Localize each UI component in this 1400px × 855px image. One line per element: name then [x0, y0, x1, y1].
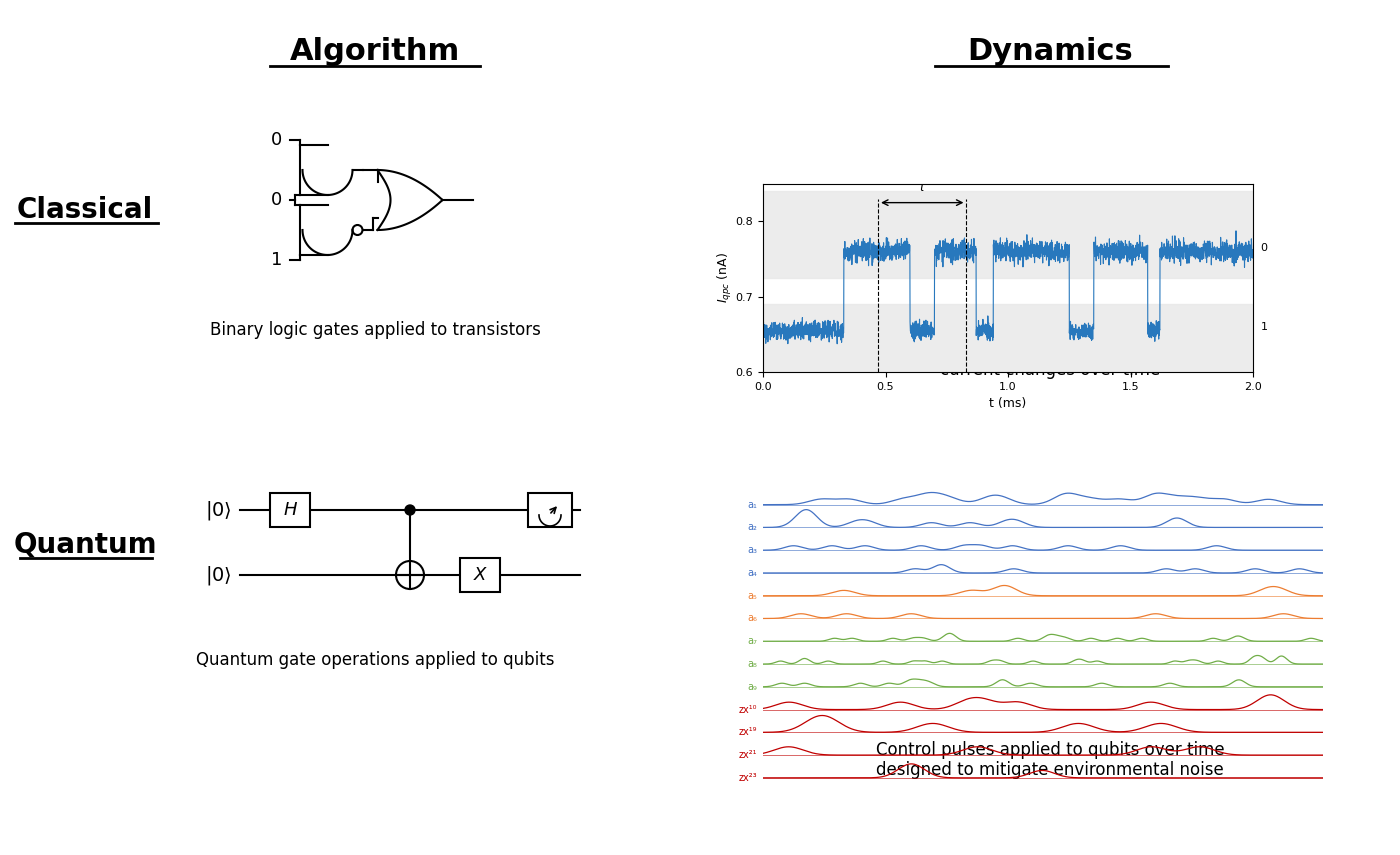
Text: Classical: Classical — [17, 196, 153, 224]
FancyBboxPatch shape — [270, 493, 309, 527]
Text: zx²³: zx²³ — [739, 773, 757, 783]
Text: a₆: a₆ — [748, 614, 757, 623]
Text: Control pulses applied to qubits over time
designed to mitigate environmental no: Control pulses applied to qubits over ti… — [875, 740, 1225, 780]
Text: a₉: a₉ — [748, 681, 757, 692]
Text: 1: 1 — [1260, 321, 1267, 332]
Text: 0: 0 — [270, 131, 281, 149]
Text: $\tau$: $\tau$ — [917, 180, 927, 193]
Bar — [763, 192, 1253, 278]
Text: a₁: a₁ — [748, 499, 757, 510]
Bar — [763, 304, 1253, 372]
Text: Dynamics: Dynamics — [967, 38, 1133, 67]
Text: 1: 1 — [270, 251, 281, 269]
Text: zx¹⁹: zx¹⁹ — [739, 728, 757, 737]
Text: a₂: a₂ — [748, 522, 757, 533]
Text: a₅: a₅ — [748, 591, 757, 601]
Text: zx¹⁰: zx¹⁰ — [739, 705, 757, 715]
Text: Quantum gate operations applied to qubits: Quantum gate operations applied to qubit… — [196, 651, 554, 669]
Text: a₃: a₃ — [748, 545, 757, 555]
Text: a₇: a₇ — [748, 636, 757, 646]
Text: Algorithm: Algorithm — [290, 38, 461, 67]
Text: H: H — [283, 501, 297, 519]
Circle shape — [405, 505, 414, 515]
Text: a₄: a₄ — [748, 568, 757, 578]
Text: 0: 0 — [1260, 243, 1267, 253]
Text: a₈: a₈ — [748, 659, 757, 669]
Text: X: X — [473, 566, 486, 584]
Text: $|0\rangle$: $|0\rangle$ — [206, 563, 232, 587]
X-axis label: t (ms): t (ms) — [990, 398, 1026, 410]
FancyBboxPatch shape — [528, 493, 573, 527]
Y-axis label: $I_{qpc}$ (nA): $I_{qpc}$ (nA) — [717, 252, 734, 304]
Text: Binary logic gates applied to transistors: Binary logic gates applied to transistor… — [210, 321, 540, 339]
Text: 0: 0 — [270, 191, 281, 209]
FancyBboxPatch shape — [461, 558, 500, 592]
Text: Quantum: Quantum — [13, 531, 157, 559]
Text: Transistor voltage, capacitance, or
current changes over time: Transistor voltage, capacitance, or curr… — [907, 340, 1193, 380]
Text: zx²¹: zx²¹ — [739, 750, 757, 760]
Text: $|0\rangle$: $|0\rangle$ — [206, 498, 232, 522]
